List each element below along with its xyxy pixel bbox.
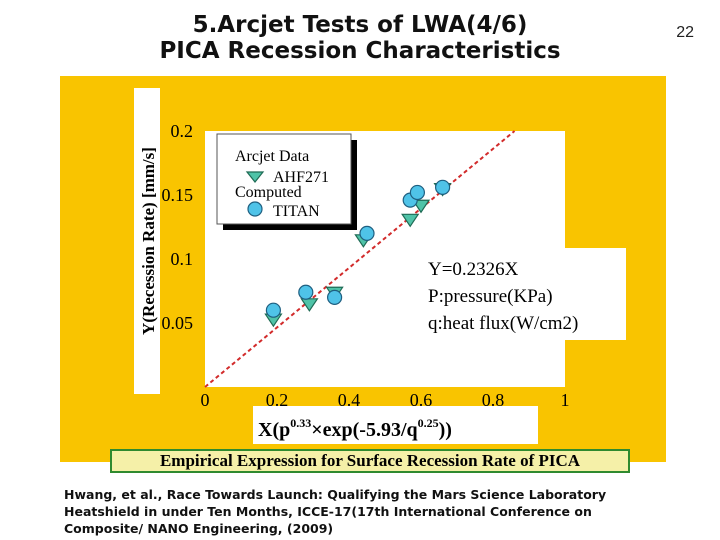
legend-label-ahf271: AHF271 <box>273 169 329 186</box>
x-tick-label: 0.6 <box>410 390 433 410</box>
legend-box <box>216 133 352 225</box>
ahf271-point <box>401 213 420 228</box>
legend-triangle-marker <box>245 171 265 183</box>
x-axis-label: X(p0.33×exp(-5.93/q0.25)) <box>258 416 452 441</box>
x-tick-label: 1 <box>561 390 570 410</box>
equation-text: Y=0.2326X <box>428 259 519 280</box>
x-axis-label-background <box>253 406 538 444</box>
fit-line <box>204 130 516 388</box>
legend-label-titan: TITAN <box>273 203 320 220</box>
legend-heading-arcjet: Arcjet Data <box>235 148 309 165</box>
equation-box: Y=0.2326X P:pressure(KPa) q:heat flux(W/… <box>420 248 626 340</box>
titan-point <box>409 184 425 201</box>
legend: Arcjet Data AHF271 Computed TITAN <box>216 133 357 230</box>
slide-title-line1: 5.Arcjet Tests of LWA(4/6) <box>192 12 528 38</box>
titan-point <box>298 284 314 300</box>
x-tick-label: 0.8 <box>482 390 505 410</box>
x-tick-label: 0.4 <box>338 390 361 410</box>
y-axis-label-background <box>134 88 160 394</box>
equation-note-pressure: P:pressure(KPa) <box>428 286 553 307</box>
titan-point <box>359 225 375 241</box>
y-tick-label: 0.05 <box>162 313 194 333</box>
x-tick-label: 0 <box>201 390 210 410</box>
legend-heading-computed: Computed <box>235 184 302 201</box>
y-axis-label: Y(Recession Rate) [mm/s] <box>139 147 158 335</box>
y-tick-label: 0.2 <box>171 121 194 141</box>
page-number: 22 <box>676 24 694 41</box>
x-axis-label-group: X(p0.33×exp(-5.93/q0.25)) <box>253 406 538 444</box>
data-points <box>264 179 452 328</box>
titan-point <box>265 302 281 318</box>
x-tick-labels: 0 0.2 0.4 0.6 0.8 1 <box>201 390 570 410</box>
y-tick-label: 0.15 <box>162 185 194 205</box>
titan-point <box>327 289 343 305</box>
y-tick-labels: 0.2 0.15 0.1 0.05 <box>162 121 194 333</box>
y-axis-label-group: Y(Recession Rate) [mm/s] <box>134 88 160 394</box>
figure-caption: Empirical Expression for Surface Recessi… <box>110 449 630 473</box>
citation-text: Hwang, et al., Race Towards Launch: Qual… <box>64 487 607 536</box>
x-tick-label: 0.2 <box>266 390 289 410</box>
y-tick-label: 0.1 <box>171 249 194 269</box>
legend-circle-marker <box>247 201 263 217</box>
slide-title-line2: PICA Recession Characteristics <box>159 38 561 64</box>
equation-note-heat-flux: q:heat flux(W/cm2) <box>428 313 578 334</box>
equation-background <box>420 248 626 340</box>
titan-point <box>435 179 451 195</box>
scatter-chart: Y(Recession Rate) [mm/s] 0 0.2 0.4 0.6 0.8 1 … <box>134 88 626 444</box>
